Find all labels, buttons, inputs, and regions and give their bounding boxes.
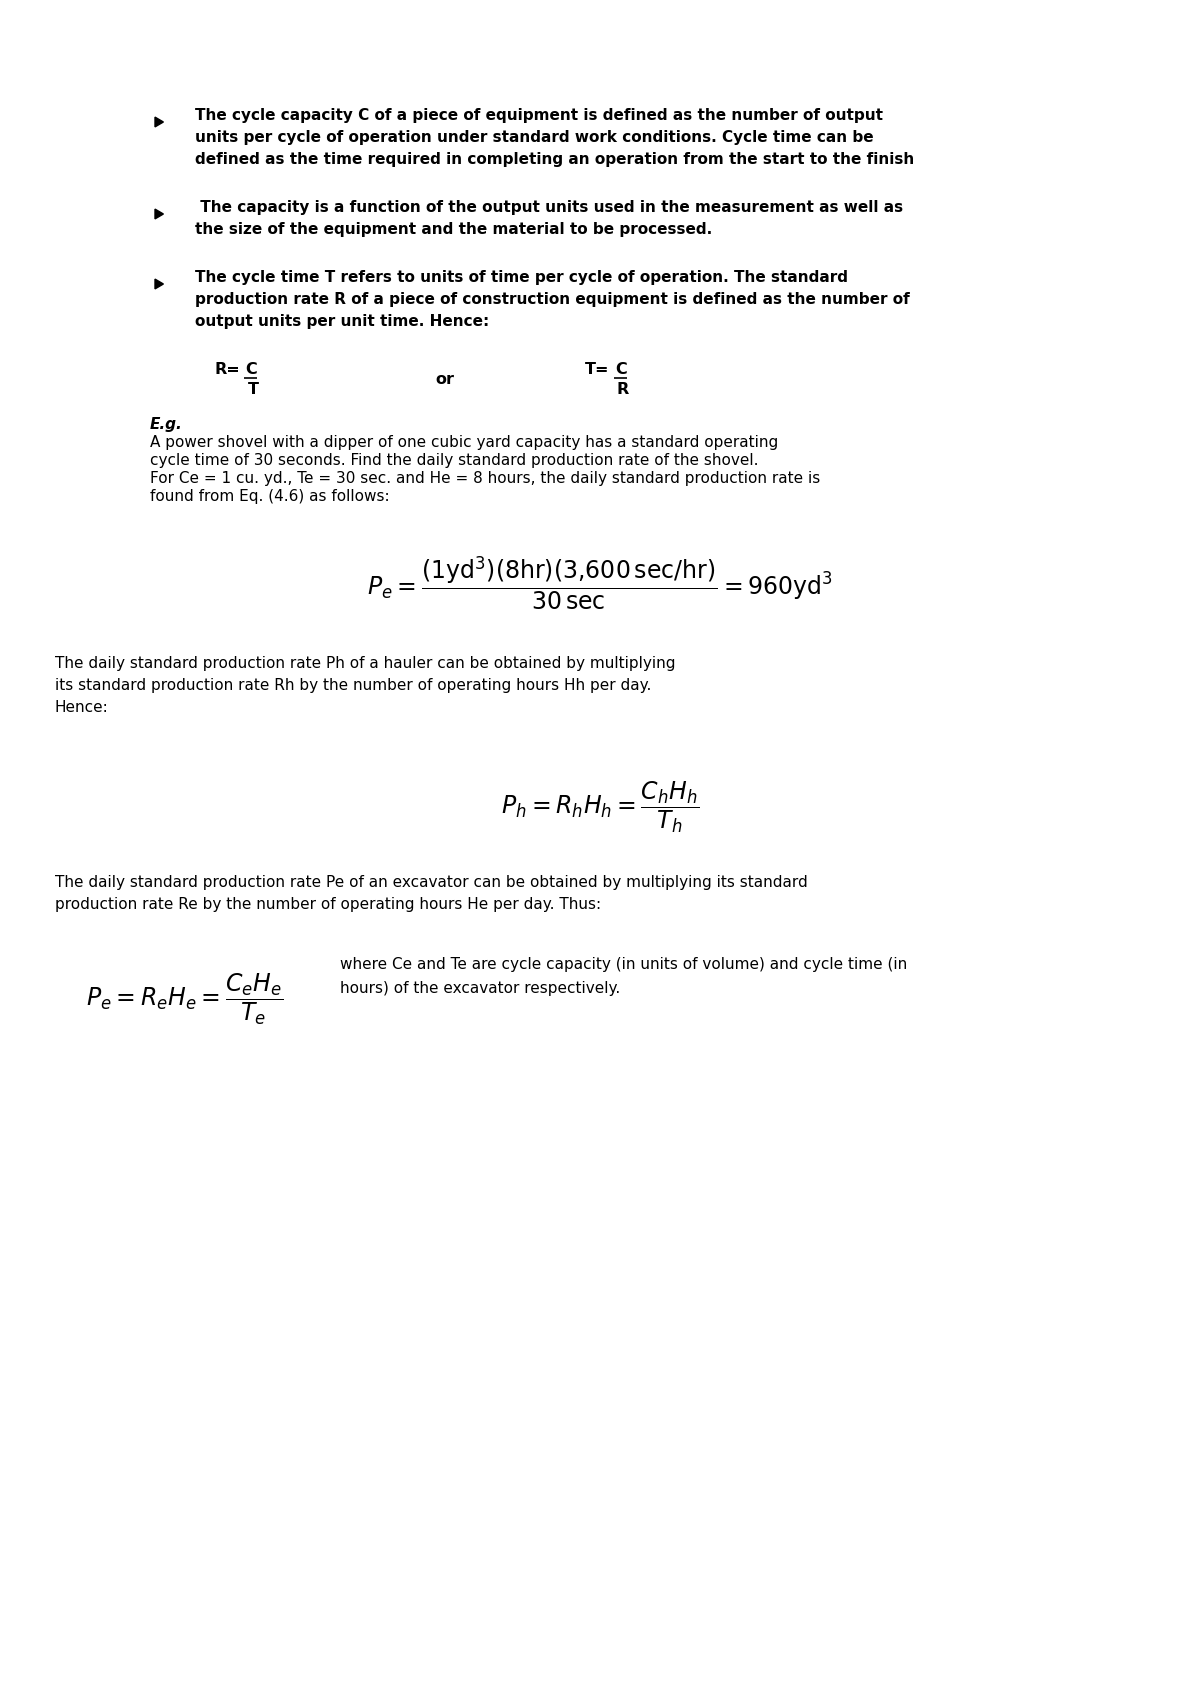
Text: cycle time of 30 seconds. Find the daily standard production rate of the shovel.: cycle time of 30 seconds. Find the daily… bbox=[150, 453, 758, 469]
Text: C: C bbox=[245, 362, 257, 377]
Text: where Ce and Te are cycle capacity (in units of volume) and cycle time (in: where Ce and Te are cycle capacity (in u… bbox=[340, 958, 907, 971]
Text: $P_e = \dfrac{(1\mathrm{yd}^3)(8\mathrm{hr})(3{,}600\,\mathrm{sec/hr})}{30\,\mat: $P_e = \dfrac{(1\mathrm{yd}^3)(8\mathrm{… bbox=[367, 554, 833, 611]
Text: Hence:: Hence: bbox=[55, 700, 109, 715]
Text: hours) of the excavator respectively.: hours) of the excavator respectively. bbox=[340, 981, 620, 997]
Text: R: R bbox=[617, 382, 629, 397]
Polygon shape bbox=[155, 209, 163, 219]
Polygon shape bbox=[155, 278, 163, 289]
Text: T=: T= bbox=[586, 362, 610, 377]
Text: units per cycle of operation under standard work conditions. Cycle time can be: units per cycle of operation under stand… bbox=[194, 131, 874, 144]
Text: The cycle time T refers to units of time per cycle of operation. The standard: The cycle time T refers to units of time… bbox=[194, 270, 848, 285]
Text: For Ce = 1 cu. yd., Te = 30 sec. and He = 8 hours, the daily standard production: For Ce = 1 cu. yd., Te = 30 sec. and He … bbox=[150, 470, 821, 486]
Text: $P_e = R_e H_e = \dfrac{C_e H_e}{T_e}$: $P_e = R_e H_e = \dfrac{C_e H_e}{T_e}$ bbox=[86, 971, 283, 1027]
Text: A power shovel with a dipper of one cubic yard capacity has a standard operating: A power shovel with a dipper of one cubi… bbox=[150, 435, 779, 450]
Text: The daily standard production rate Ph of a hauler can be obtained by multiplying: The daily standard production rate Ph of… bbox=[55, 655, 676, 671]
Text: The cycle capacity C of a piece of equipment is defined as the number of output: The cycle capacity C of a piece of equip… bbox=[194, 109, 883, 122]
Text: found from Eq. (4.6) as follows:: found from Eq. (4.6) as follows: bbox=[150, 489, 390, 504]
Text: C: C bbox=[616, 362, 626, 377]
Text: $P_h = R_h H_h = \dfrac{C_h H_h}{T_h}$: $P_h = R_h H_h = \dfrac{C_h H_h}{T_h}$ bbox=[500, 779, 700, 835]
Text: the size of the equipment and the material to be processed.: the size of the equipment and the materi… bbox=[194, 222, 713, 238]
Text: its standard production rate Rh by the number of operating hours Hh per day.: its standard production rate Rh by the n… bbox=[55, 678, 652, 693]
Text: or: or bbox=[436, 372, 455, 387]
Text: R=: R= bbox=[215, 362, 241, 377]
Text: The capacity is a function of the output units used in the measurement as well a: The capacity is a function of the output… bbox=[194, 200, 904, 216]
Text: defined as the time required in completing an operation from the start to the fi: defined as the time required in completi… bbox=[194, 153, 914, 166]
Text: output units per unit time. Hence:: output units per unit time. Hence: bbox=[194, 314, 490, 329]
Text: T: T bbox=[248, 382, 259, 397]
Polygon shape bbox=[155, 117, 163, 127]
Text: production rate R of a piece of construction equipment is defined as the number : production rate R of a piece of construc… bbox=[194, 292, 910, 307]
Text: production rate Re by the number of operating hours He per day. Thus:: production rate Re by the number of oper… bbox=[55, 897, 601, 912]
Text: E.g.: E.g. bbox=[150, 418, 182, 431]
Text: The daily standard production rate Pe of an excavator can be obtained by multipl: The daily standard production rate Pe of… bbox=[55, 874, 808, 890]
